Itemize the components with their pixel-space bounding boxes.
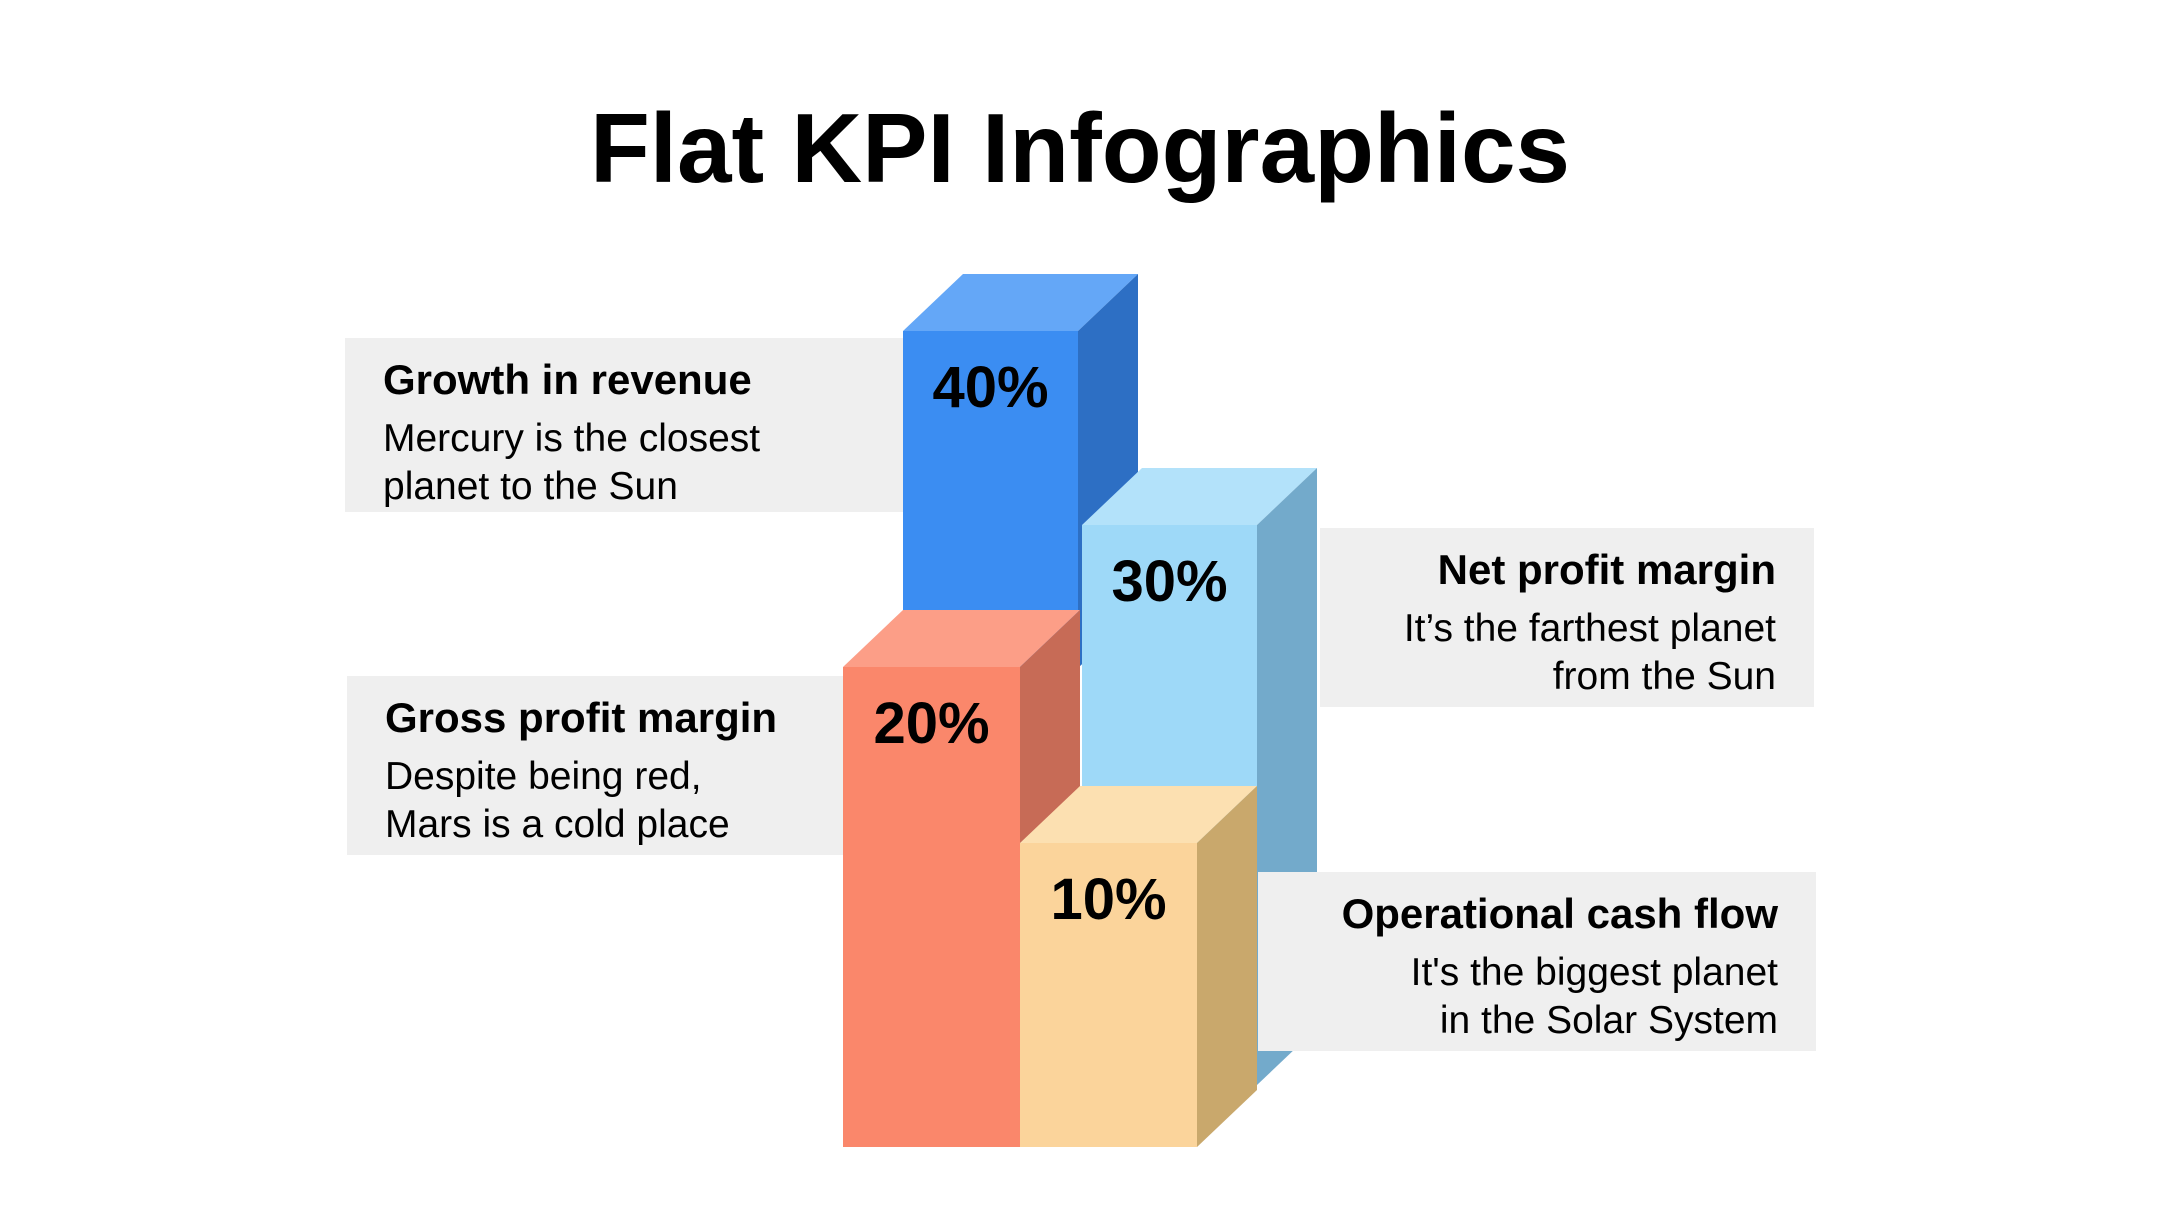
page-title: Flat KPI Infographics bbox=[589, 93, 1571, 203]
bar-growth-in-revenue bbox=[903, 274, 1138, 668]
bar-gross-profit-margin-front-face bbox=[843, 667, 1020, 1147]
card-operational-cash-flow-description-line-2: in the Solar System bbox=[1439, 999, 1778, 1042]
bar-net-profit-margin-side-face bbox=[1257, 468, 1317, 1085]
card-gross-profit-margin-description-line-1: Despite being red, bbox=[385, 755, 702, 798]
card-operational-cash-flow-heading: Operational cash flow bbox=[1341, 890, 1778, 937]
bar-operational-cash-flow-side-face bbox=[1197, 786, 1257, 1147]
card-operational-cash-flow: Operational cash flow It's the biggest p… bbox=[1258, 872, 1816, 1051]
bar-growth-in-revenue-top-face bbox=[903, 274, 1138, 331]
card-growth-in-revenue-heading: Growth in revenue bbox=[383, 356, 752, 403]
bar-operational-cash-flow-top-face bbox=[1020, 786, 1257, 843]
card-net-profit-margin: Net profit margin It’s the farthest plan… bbox=[1320, 528, 1814, 707]
card-gross-profit-margin: Gross profit margin Despite being red, M… bbox=[347, 676, 906, 855]
card-growth-in-revenue: Growth in revenue Mercury is the closest… bbox=[345, 338, 903, 512]
bar-gross-profit-margin bbox=[843, 610, 1080, 1147]
card-net-profit-margin-heading: Net profit margin bbox=[1437, 546, 1776, 593]
bar-operational-cash-flow-value-label: 10% bbox=[1050, 866, 1167, 932]
bar-net-profit-margin-front-face bbox=[1082, 525, 1257, 1085]
bar-growth-in-revenue-value-label: 40% bbox=[932, 354, 1049, 420]
bar-net-profit-margin-value-label: 30% bbox=[1111, 548, 1228, 614]
card-growth-in-revenue-description-line-2: planet to the Sun bbox=[383, 465, 678, 508]
bar-growth-in-revenue-side-face bbox=[1078, 274, 1138, 668]
bar-operational-cash-flow bbox=[1020, 786, 1257, 1147]
card-net-profit-margin-description-line-2: from the Sun bbox=[1552, 655, 1776, 698]
bar-gross-profit-margin-top-face bbox=[843, 610, 1080, 667]
card-operational-cash-flow-description-line-1: It's the biggest planet bbox=[1410, 951, 1778, 994]
bar-operational-cash-flow-front-face bbox=[1020, 843, 1197, 1147]
card-net-profit-margin-description-line-1: It’s the farthest planet bbox=[1403, 607, 1776, 650]
bar-growth-in-revenue-front-face bbox=[903, 331, 1078, 668]
card-growth-in-revenue-description-line-1: Mercury is the closest bbox=[383, 417, 761, 460]
card-gross-profit-margin-description-line-2: Mars is a cold place bbox=[385, 803, 730, 846]
bar-gross-profit-margin-value-label: 20% bbox=[873, 690, 990, 756]
bar-net-profit-margin-top-face bbox=[1082, 468, 1317, 525]
bar-net-profit-margin bbox=[1082, 468, 1317, 1085]
card-gross-profit-margin-heading: Gross profit margin bbox=[385, 694, 778, 741]
bar-gross-profit-margin-side-face bbox=[1020, 610, 1080, 1147]
